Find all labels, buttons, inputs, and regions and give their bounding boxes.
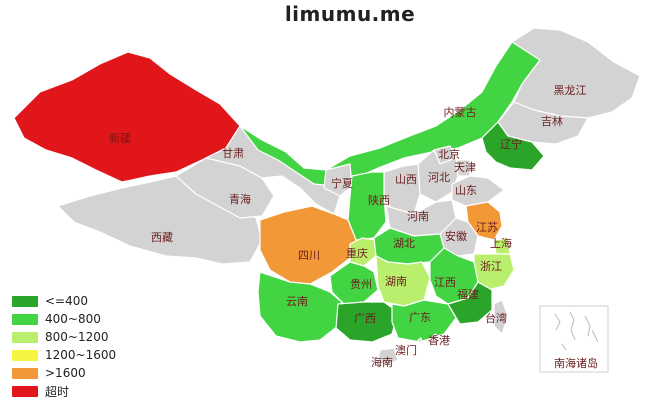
province-label: 江苏: [476, 221, 498, 234]
province-33: [377, 347, 399, 367]
province-label: 陕西: [368, 193, 390, 207]
legend-swatch: [12, 385, 38, 397]
legend-label: 400~800: [45, 312, 101, 326]
province-8: [323, 163, 353, 197]
province-label: 新疆: [109, 131, 131, 145]
province-label: 西藏: [151, 231, 173, 244]
province-11: [417, 149, 459, 203]
province-label: 吉林: [541, 114, 563, 128]
province-label: 台湾: [485, 311, 507, 325]
province-label: 贵州: [350, 278, 372, 291]
province-label: 内蒙古: [444, 105, 477, 119]
legend-swatch: [12, 349, 38, 361]
south-china-sea-inset: [539, 305, 609, 373]
legend-swatch: [12, 295, 38, 307]
province-label: 海南: [371, 355, 393, 369]
province-label: 天津: [454, 161, 476, 174]
province-label: 广西: [354, 312, 376, 325]
province-32: [417, 337, 423, 343]
province-label: 四川: [298, 249, 320, 262]
province-label: 甘肃: [222, 147, 244, 160]
legend-item: 800~1200: [12, 328, 116, 346]
province-label: 宁夏: [331, 176, 353, 190]
province-label: 南海诸岛: [554, 356, 598, 370]
province-label: 江西: [434, 276, 456, 289]
province-5: [511, 27, 641, 119]
legend-swatch: [12, 313, 38, 325]
province-29: [447, 281, 493, 325]
province-label: 山西: [395, 173, 417, 186]
legend-label: 超时: [45, 384, 70, 399]
province-28: [391, 299, 457, 343]
province-label: 河南: [407, 210, 429, 223]
province-label: 澳门: [395, 343, 417, 357]
province-24: [375, 255, 431, 307]
province-label: 黑龙江: [554, 84, 587, 97]
legend-item: 1200~1600: [12, 346, 116, 364]
legend-swatch: [12, 367, 38, 379]
province-13: [451, 175, 505, 207]
province-12: [383, 163, 421, 217]
province-label: 湖北: [393, 237, 415, 250]
legend-label: <=400: [45, 294, 89, 308]
province-label: 青海: [229, 192, 251, 206]
legend-label: 800~1200: [45, 330, 109, 344]
province-label: 北京: [438, 147, 460, 161]
legend-swatch: [12, 331, 38, 343]
province-label: 广东: [409, 311, 431, 324]
province-4: [239, 39, 541, 187]
province-31: [431, 333, 439, 340]
legend-label: >1600: [45, 366, 86, 380]
province-label: 河北: [428, 171, 450, 184]
legend-label: 1200~1600: [45, 348, 117, 362]
province-label: 山东: [455, 184, 477, 197]
province-label: 上海: [490, 236, 512, 250]
province-27: [335, 301, 399, 343]
province-label: 福建: [457, 287, 479, 301]
legend-item: >1600: [12, 364, 116, 382]
province-14: [347, 171, 387, 241]
province-label: 云南: [286, 295, 308, 308]
legend-item: 超时: [12, 382, 116, 400]
province-label: 湖南: [385, 275, 407, 288]
legend: <=400 400~800 800~1200 1200~1600 >1600 超时: [12, 292, 116, 400]
province-label: 辽宁: [500, 137, 522, 151]
province-7: [481, 121, 545, 171]
map-title: limumu.me: [284, 2, 416, 26]
province-label: 浙江: [480, 260, 502, 273]
province-label: 重庆: [346, 246, 368, 260]
province-30: [493, 299, 509, 335]
province-label: 香港: [428, 334, 450, 347]
province-label: 安徽: [445, 229, 467, 243]
legend-item: <=400: [12, 292, 116, 310]
province-23: [329, 261, 379, 305]
legend-item: 400~800: [12, 310, 116, 328]
province-26: [257, 271, 345, 343]
